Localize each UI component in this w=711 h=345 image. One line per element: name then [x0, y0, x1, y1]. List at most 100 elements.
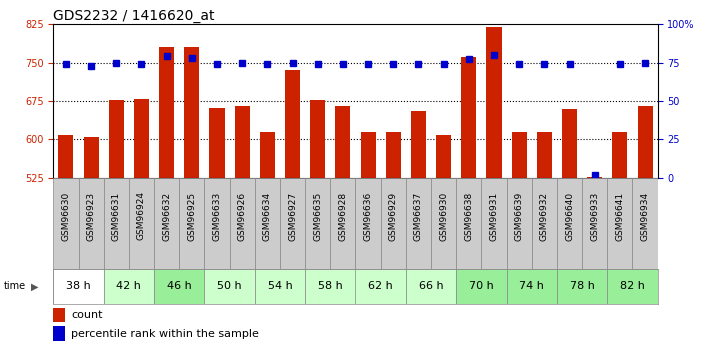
Text: GSM96634: GSM96634	[263, 191, 272, 240]
Bar	[53, 308, 65, 322]
Bar	[486, 27, 501, 178]
Bar	[104, 269, 154, 304]
Text: 54 h: 54 h	[267, 282, 292, 291]
Text: GSM96632: GSM96632	[162, 191, 171, 240]
Bar	[78, 178, 104, 269]
Bar	[461, 57, 476, 178]
Text: GSM96640: GSM96640	[565, 191, 574, 240]
Text: GSM96929: GSM96929	[389, 191, 397, 240]
Text: 70 h: 70 h	[469, 282, 493, 291]
Bar	[179, 178, 205, 269]
Text: GSM96631: GSM96631	[112, 191, 121, 241]
Text: GSM96641: GSM96641	[616, 191, 624, 240]
Bar	[607, 269, 658, 304]
Bar	[210, 108, 225, 178]
Bar	[255, 269, 305, 304]
Bar	[356, 178, 380, 269]
Bar	[612, 132, 627, 178]
Bar	[53, 178, 78, 269]
Bar	[109, 100, 124, 178]
Bar	[582, 178, 607, 269]
Bar	[385, 132, 401, 178]
Bar	[562, 109, 577, 178]
Bar	[53, 269, 104, 304]
Bar	[537, 132, 552, 178]
Text: percentile rank within the sample: percentile rank within the sample	[71, 329, 260, 339]
Bar	[638, 106, 653, 178]
Text: GSM96635: GSM96635	[314, 191, 322, 241]
Text: GSM96638: GSM96638	[464, 191, 474, 241]
Bar	[633, 178, 658, 269]
Text: GSM96928: GSM96928	[338, 191, 348, 240]
Text: GSM96932: GSM96932	[540, 191, 549, 240]
Text: GSM96931: GSM96931	[489, 191, 498, 241]
Text: 74 h: 74 h	[519, 282, 544, 291]
Bar	[129, 178, 154, 269]
Bar	[406, 178, 431, 269]
Bar	[310, 100, 325, 178]
Bar	[431, 178, 456, 269]
Bar	[456, 269, 506, 304]
Bar	[255, 178, 280, 269]
Text: GSM96933: GSM96933	[590, 191, 599, 241]
Bar	[154, 178, 179, 269]
Text: 50 h: 50 h	[218, 282, 242, 291]
Text: GSM96927: GSM96927	[288, 191, 297, 240]
Bar	[285, 70, 300, 178]
Text: 46 h: 46 h	[167, 282, 191, 291]
Bar	[380, 178, 406, 269]
Text: GSM96637: GSM96637	[414, 191, 423, 241]
Bar	[154, 269, 205, 304]
Text: count: count	[71, 310, 103, 320]
Text: GSM96636: GSM96636	[363, 191, 373, 241]
Text: GSM96926: GSM96926	[237, 191, 247, 240]
Text: ▶: ▶	[31, 282, 38, 291]
Bar	[159, 47, 174, 178]
Bar	[456, 178, 481, 269]
Text: GSM96639: GSM96639	[515, 191, 524, 241]
Text: 82 h: 82 h	[620, 282, 645, 291]
Text: GSM96924: GSM96924	[137, 191, 146, 240]
Bar	[406, 269, 456, 304]
Bar	[557, 178, 582, 269]
Text: GSM96934: GSM96934	[641, 191, 650, 240]
Bar	[235, 106, 250, 178]
Bar	[436, 135, 451, 178]
Bar	[205, 178, 230, 269]
Text: 38 h: 38 h	[66, 282, 91, 291]
Bar	[53, 326, 65, 341]
Text: 62 h: 62 h	[368, 282, 393, 291]
Bar	[184, 47, 199, 178]
Bar	[512, 132, 527, 178]
Bar	[230, 178, 255, 269]
Text: GSM96923: GSM96923	[87, 191, 95, 240]
Bar	[305, 178, 331, 269]
Bar	[481, 178, 506, 269]
Text: 42 h: 42 h	[117, 282, 141, 291]
Bar	[532, 178, 557, 269]
Bar	[356, 269, 406, 304]
Text: GSM96633: GSM96633	[213, 191, 222, 241]
Bar	[331, 178, 356, 269]
Bar	[104, 178, 129, 269]
Bar	[411, 111, 426, 178]
Text: 78 h: 78 h	[570, 282, 594, 291]
Text: GSM96925: GSM96925	[187, 191, 196, 240]
Bar	[557, 269, 607, 304]
Text: 58 h: 58 h	[318, 282, 343, 291]
Bar	[587, 177, 602, 178]
Bar	[336, 106, 351, 178]
Text: GSM96630: GSM96630	[61, 191, 70, 241]
Bar	[506, 269, 557, 304]
Bar	[305, 269, 356, 304]
Bar	[360, 132, 375, 178]
Bar	[280, 178, 305, 269]
Bar	[506, 178, 532, 269]
Text: 66 h: 66 h	[419, 282, 444, 291]
Bar	[134, 99, 149, 178]
Bar	[260, 132, 275, 178]
Text: time: time	[4, 282, 26, 291]
Text: GDS2232 / 1416620_at: GDS2232 / 1416620_at	[53, 9, 215, 23]
Bar	[84, 137, 99, 178]
Bar	[58, 135, 73, 178]
